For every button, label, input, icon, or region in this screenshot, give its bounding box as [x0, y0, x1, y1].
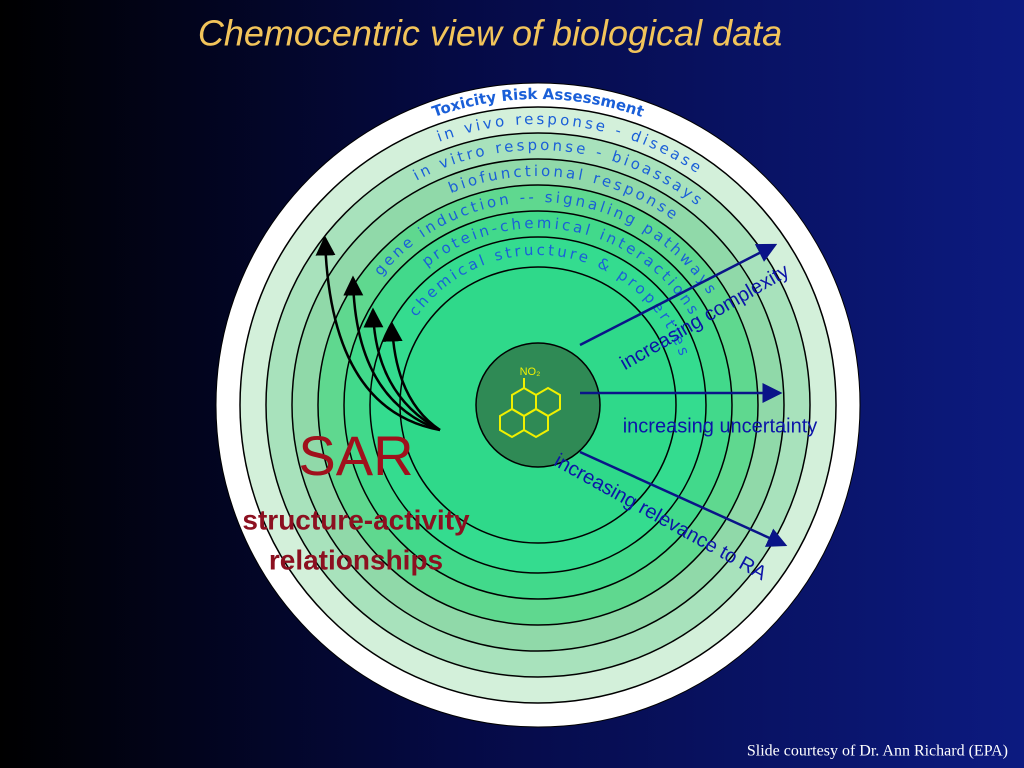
- title: Chemocentric view of biological data: [198, 13, 782, 54]
- molecule: [499, 378, 561, 439]
- center-label: NO₂: [520, 366, 541, 378]
- arrow-label: increasing uncertainty: [623, 415, 818, 437]
- sar-title: SAR: [298, 424, 413, 487]
- ring: [475, 342, 601, 468]
- rings: [215, 82, 861, 728]
- sar-subtitle: relationships: [269, 544, 443, 575]
- axis-arrows: [579, 243, 788, 547]
- sar-arrows: [315, 235, 441, 432]
- footer: Slide courtesy of Dr. Ann Richard (EPA): [747, 743, 1008, 760]
- sar-subtitle: structure-activity: [242, 504, 470, 535]
